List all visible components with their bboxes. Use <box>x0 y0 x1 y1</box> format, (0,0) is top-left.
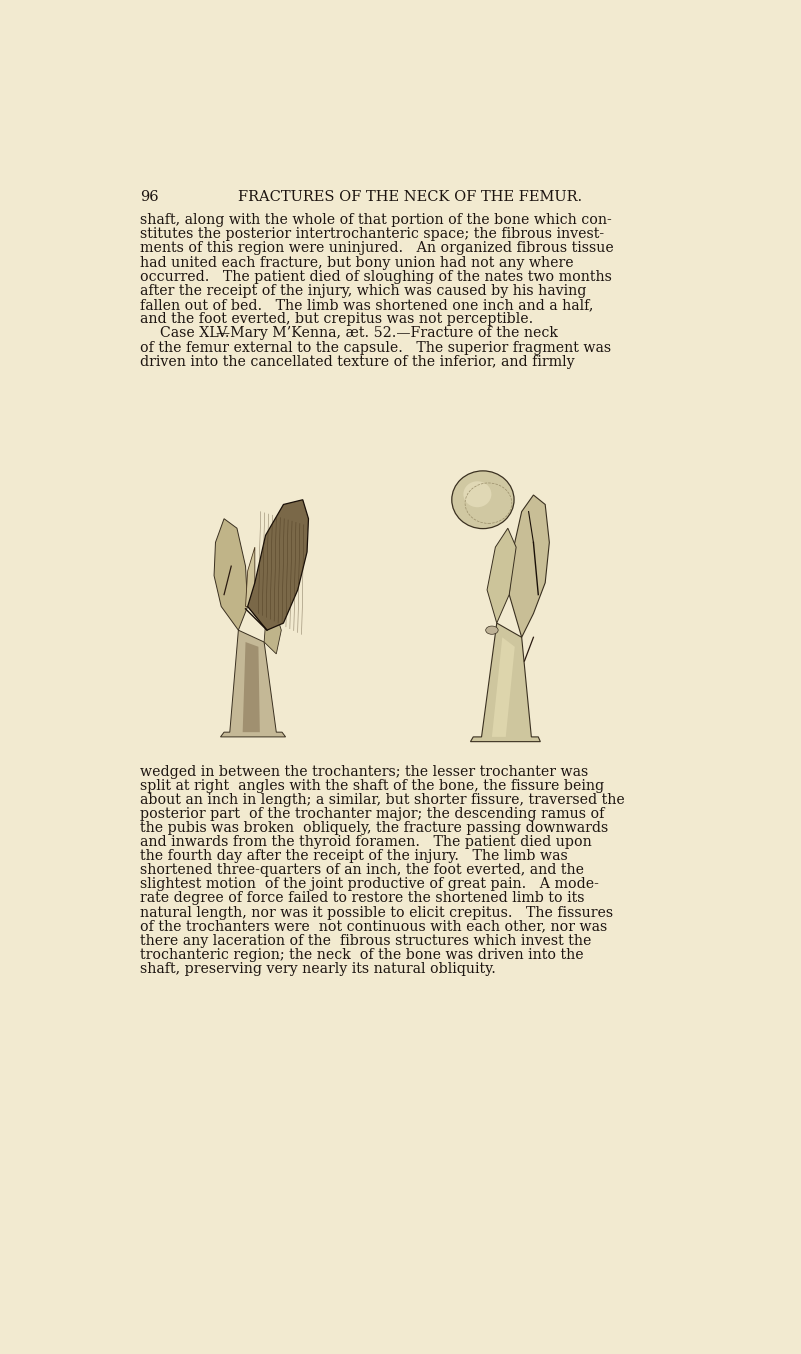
Polygon shape <box>509 496 549 638</box>
Text: the pubis was broken  obliquely, the fracture passing downwards: the pubis was broken obliquely, the frac… <box>140 821 609 835</box>
Text: shortened three-quarters of an inch, the foot everted, and the: shortened three-quarters of an inch, the… <box>140 864 585 877</box>
Text: had united each fracture, but bony union had not any where: had united each fracture, but bony union… <box>140 256 574 269</box>
Polygon shape <box>487 528 516 623</box>
Text: after the receipt of the injury, which was caused by his having: after the receipt of the injury, which w… <box>140 284 587 298</box>
Text: there any laceration of the  fibrous structures which invest the: there any laceration of the fibrous stru… <box>140 934 592 948</box>
Ellipse shape <box>463 481 491 508</box>
Text: rate degree of force failed to restore the shortened limb to its: rate degree of force failed to restore t… <box>140 891 585 906</box>
Text: Case XLV.: Case XLV. <box>160 326 229 340</box>
Polygon shape <box>470 623 541 742</box>
Text: FRACTURES OF THE NECK OF THE FEMUR.: FRACTURES OF THE NECK OF THE FEMUR. <box>239 190 582 204</box>
Text: split at right  angles with the shaft of the bone, the fissure being: split at right angles with the shaft of … <box>140 779 605 792</box>
Ellipse shape <box>485 626 498 634</box>
Text: natural length, nor was it possible to elicit crepitus.   The fissures: natural length, nor was it possible to e… <box>140 906 614 919</box>
Text: about an inch in length; a similar, but shorter fissure, traversed the: about an inch in length; a similar, but … <box>140 793 625 807</box>
Text: occurred.   The patient died of sloughing of the nates two months: occurred. The patient died of sloughing … <box>140 269 612 284</box>
Text: driven into the cancellated texture of the inferior, and firmly: driven into the cancellated texture of t… <box>140 355 575 368</box>
Text: the fourth day after the receipt of the injury.   The limb was: the fourth day after the receipt of the … <box>140 849 568 862</box>
Text: of the femur external to the capsule.   The superior fragment was: of the femur external to the capsule. Th… <box>140 340 611 355</box>
Text: and the foot everted, but crepitus was not perceptible.: and the foot everted, but crepitus was n… <box>140 311 533 326</box>
Polygon shape <box>248 500 308 630</box>
Text: and inwards from the thyroid foramen.   The patient died upon: and inwards from the thyroid foramen. Th… <box>140 835 592 849</box>
Polygon shape <box>214 519 248 630</box>
Polygon shape <box>492 638 515 737</box>
Polygon shape <box>246 547 267 630</box>
Polygon shape <box>220 630 286 737</box>
Text: shaft, along with the whole of that portion of the bone which con-: shaft, along with the whole of that port… <box>140 214 612 227</box>
Text: —Mary M’Kenna, æt. 52.—Fracture of the neck: —Mary M’Kenna, æt. 52.—Fracture of the n… <box>216 326 558 340</box>
Text: posterior part  of the trochanter major; the descending ramus of: posterior part of the trochanter major; … <box>140 807 605 821</box>
Text: trochanteric region; the neck  of the bone was driven into the: trochanteric region; the neck of the bon… <box>140 948 584 961</box>
Polygon shape <box>243 642 260 733</box>
Text: shaft, preserving very nearly its natural obliquity.: shaft, preserving very nearly its natura… <box>140 961 497 976</box>
Text: stitutes the posterior intertrochanteric space; the fibrous invest-: stitutes the posterior intertrochanteric… <box>140 227 605 241</box>
Ellipse shape <box>452 471 514 528</box>
Text: ments of this region were uninjured.   An organized fibrous tissue: ments of this region were uninjured. An … <box>140 241 614 256</box>
Polygon shape <box>264 613 281 654</box>
Text: 96: 96 <box>140 190 159 204</box>
Text: of the trochanters were  not continuous with each other, nor was: of the trochanters were not continuous w… <box>140 919 608 934</box>
Text: wedged in between the trochanters; the lesser trochanter was: wedged in between the trochanters; the l… <box>140 765 589 779</box>
Text: slightest motion  of the joint productive of great pain.   A mode-: slightest motion of the joint productive… <box>140 877 599 891</box>
Text: fallen out of bed.   The limb was shortened one inch and a half,: fallen out of bed. The limb was shortene… <box>140 298 594 311</box>
